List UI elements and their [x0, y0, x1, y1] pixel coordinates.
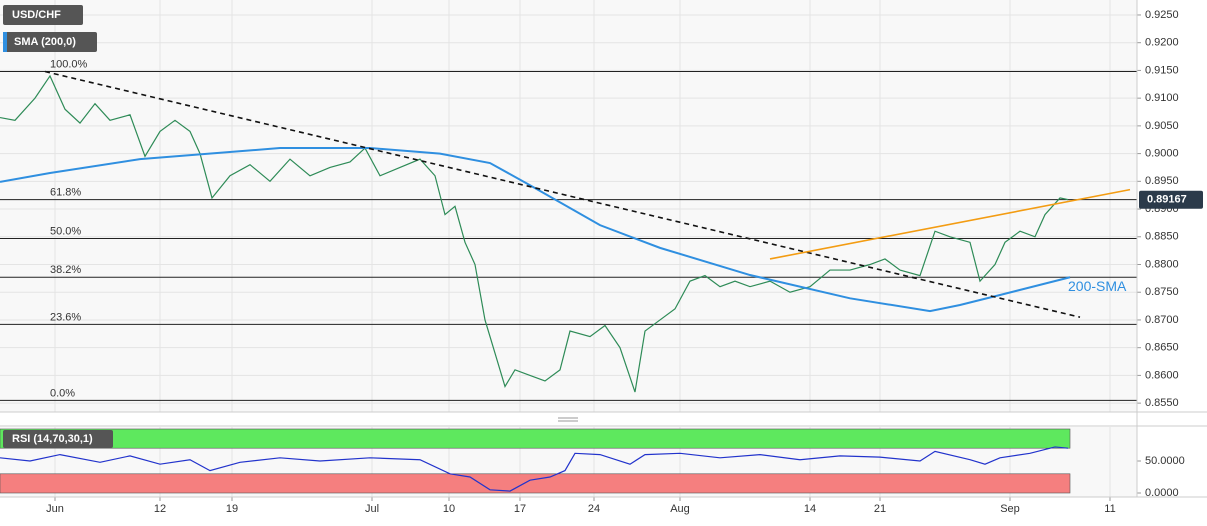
y-tick-label: 0.9150 — [1145, 64, 1179, 76]
y-tick-label: 0.0000 — [1145, 487, 1179, 499]
x-tick-label: 24 — [588, 503, 600, 515]
fib-label: 100.0% — [50, 58, 88, 70]
fib-label: 23.6% — [50, 311, 81, 323]
y-tick-label: 0.9000 — [1145, 148, 1179, 160]
symbol: USD/CHF — [12, 9, 61, 21]
trendline — [44, 70, 1081, 318]
y-tick-label: 0.8950 — [1145, 175, 1179, 187]
x-tick-label: 10 — [443, 503, 455, 515]
y-tick-label: 0.9250 — [1145, 9, 1179, 21]
fib-label: 38.2% — [50, 264, 81, 276]
y-tick-label: 0.8600 — [1145, 369, 1179, 381]
indicator-box[interactable] — [3, 32, 97, 52]
y-tick-label: 0.8750 — [1145, 286, 1179, 298]
price-panel — [0, 0, 1137, 412]
x-tick-label: Sep — [1000, 503, 1020, 515]
rsi-label: RSI (14,70,30,1) — [12, 433, 93, 445]
x-tick-label: 17 — [514, 503, 526, 515]
x-tick-label: 19 — [226, 503, 238, 515]
y-tick-label: 0.9100 — [1145, 92, 1179, 104]
last-price: 0.89167 — [1147, 194, 1187, 206]
series-line — [0, 147, 1071, 313]
y-tick-label: 0.9200 — [1145, 37, 1179, 49]
indicator-swatch — [3, 32, 7, 52]
x-tick-label: 11 — [1104, 503, 1115, 515]
y-tick-label: 0.8850 — [1145, 231, 1179, 243]
plot-layer: Jun 12 19 Jul 10 17 24 Aug 14 21 Sep 11 0.9250 0.9200… — [0, 0, 1203, 515]
y-tick-label: 50.0000 — [1145, 455, 1185, 467]
symbol-box[interactable] — [3, 5, 83, 25]
x-tick-label: 14 — [804, 503, 816, 515]
series-line — [0, 446, 1069, 492]
last-price-box — [1139, 190, 1203, 209]
y-tick-label: 0.9050 — [1145, 120, 1179, 132]
x-tick-label: 12 — [154, 503, 166, 515]
x-tick-label: Jul — [365, 503, 379, 515]
rsi-band — [0, 428, 1071, 449]
indicator-label: SMA (200,0) — [14, 36, 76, 48]
y-tick-label: 0.8800 — [1145, 258, 1179, 270]
y-tick-label: 0.8650 — [1145, 342, 1179, 354]
x-tick-label: Jun — [46, 503, 64, 515]
x-tick-label: Aug — [670, 503, 690, 515]
rsi-band — [0, 473, 1071, 494]
rsi-box[interactable] — [3, 430, 113, 448]
fib-label: 0.0% — [50, 387, 75, 399]
annotation: 200-SMA — [1068, 278, 1127, 294]
x-tick-label: 21 — [874, 503, 886, 515]
y-tick-label: 0.8700 — [1145, 314, 1179, 326]
fib-label: 61.8% — [50, 187, 81, 199]
series-line — [0, 74, 1069, 393]
trendline — [769, 188, 1131, 260]
fib-label: 50.0% — [50, 225, 81, 237]
y-tick-label: 0.8550 — [1145, 397, 1179, 409]
